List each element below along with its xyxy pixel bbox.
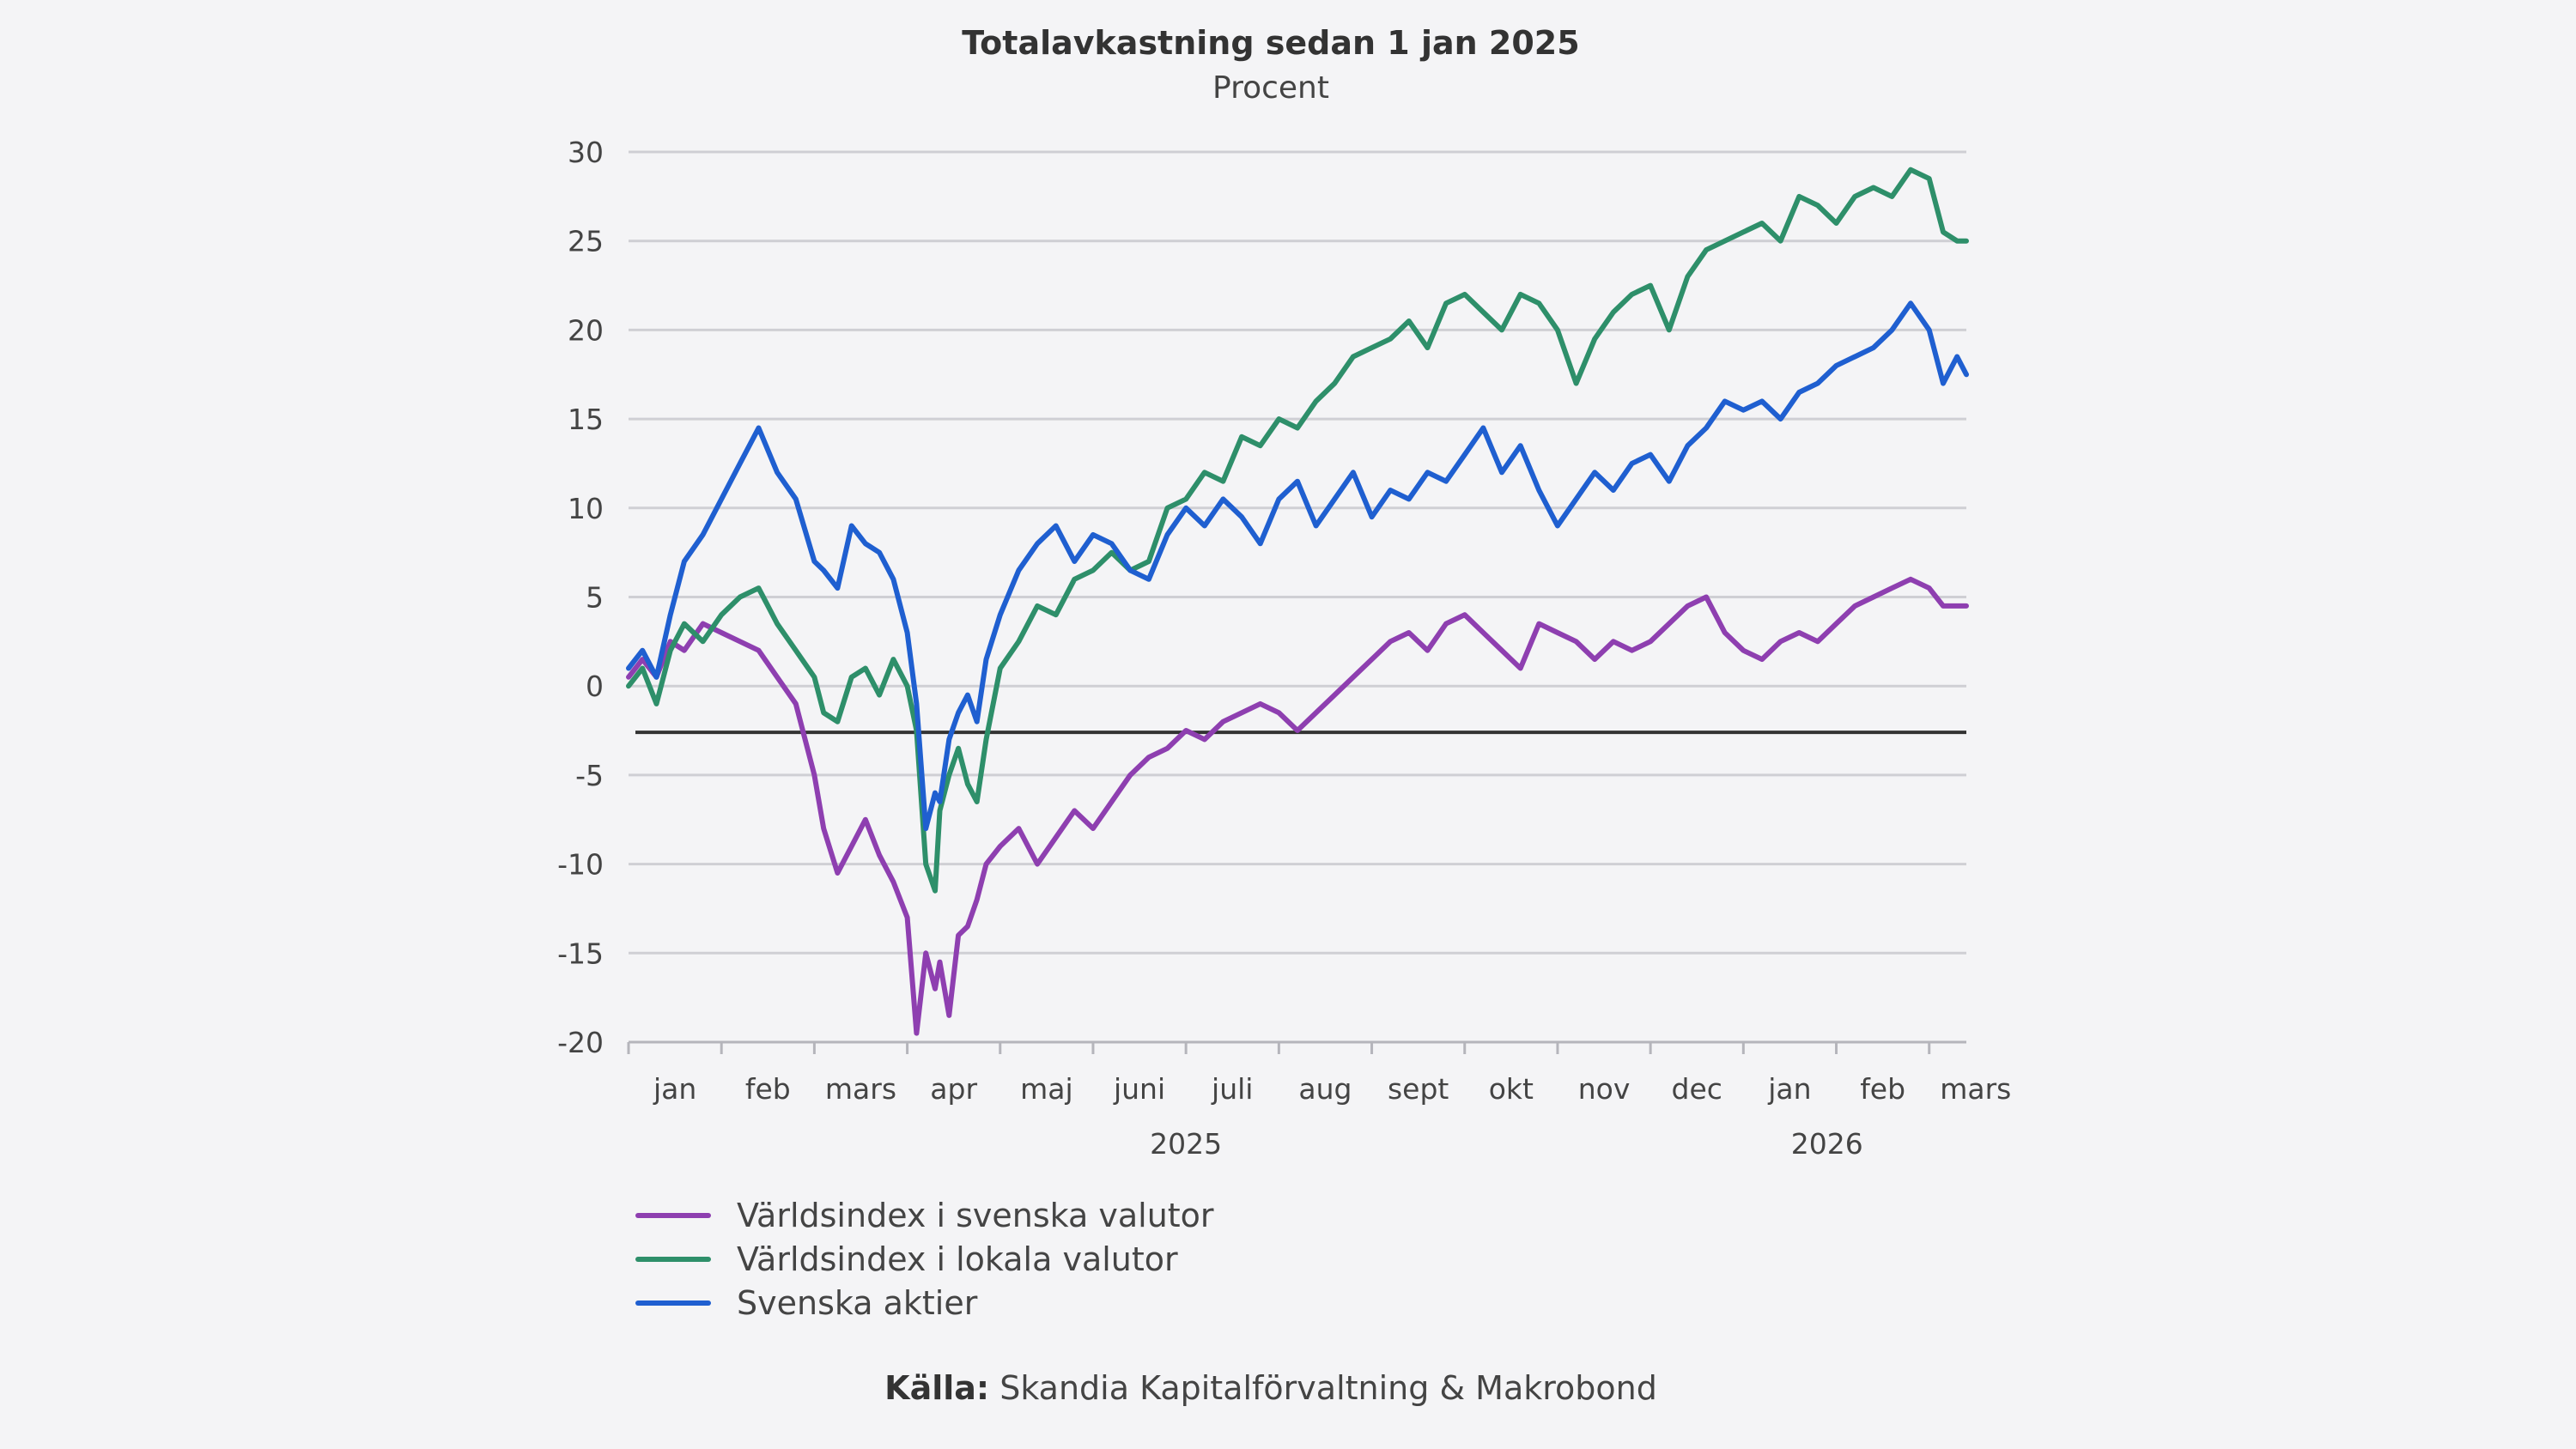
y-tick-label: 20 (568, 313, 604, 347)
year-label: 2026 (1791, 1127, 1863, 1161)
x-tick-label: feb (745, 1072, 791, 1106)
y-axis-ticks: 30 25 20 15 10 5 0 -5 -10 -15 -20 (557, 136, 604, 1059)
chart-title: Totalavkastning sedan 1 jan 2025 (962, 24, 1580, 62)
x-tick-label: feb (1860, 1072, 1905, 1106)
legend-item-purple: Världsindex i svenska valutor (635, 1193, 1214, 1237)
x-tick-label: nov (1578, 1072, 1631, 1106)
y-tick-label: 15 (568, 403, 604, 436)
x-tick-label: maj (1020, 1072, 1073, 1106)
x-axis-ticks: jan feb mars apr maj juni juli aug sept okt nov dec… (627, 1040, 2011, 1161)
y-tick-label: -10 (557, 848, 604, 882)
y-tick-label: 25 (568, 225, 604, 258)
x-tick-label: juni (1113, 1072, 1165, 1106)
series-line-2 (626, 300, 1969, 832)
y-tick-label: 10 (568, 492, 604, 525)
source-note: Källa: Skandia Kapitalförvaltning & Makr… (0, 1369, 2542, 1407)
year-label: 2025 (1150, 1127, 1222, 1161)
x-tick-label: mars (1940, 1072, 2011, 1106)
y-tick-label: 30 (568, 136, 604, 169)
y-tick-label: 0 (586, 670, 604, 703)
legend: Världsindex i svenska valutor Världsinde… (635, 1193, 1214, 1325)
y-tick-label: 5 (586, 581, 604, 615)
series-line-1 (626, 167, 1969, 894)
legend-swatch-blue (635, 1300, 711, 1306)
x-tick-label: jan (1767, 1072, 1811, 1106)
x-tick-label: jan (653, 1072, 696, 1106)
legend-swatch-purple (635, 1212, 711, 1218)
x-tick-label: mars (825, 1072, 896, 1106)
series-line-0 (626, 576, 1969, 1036)
source-label: Källa: (884, 1369, 990, 1407)
x-tick-label: okt (1489, 1072, 1534, 1106)
chart-subtitle: Procent (1212, 70, 1329, 106)
legend-item-green: Världsindex i lokala valutor (635, 1237, 1214, 1281)
series-lines (626, 167, 1969, 1036)
x-tick-label: apr (930, 1072, 977, 1106)
y-tick-label: -5 (575, 759, 604, 792)
legend-item-blue: Svenska aktier (635, 1281, 1214, 1325)
grid-lines (629, 150, 1966, 1044)
x-tick-label: aug (1298, 1072, 1352, 1106)
source-text: Skandia Kapitalförvaltning & Makrobond (999, 1369, 1657, 1407)
x-tick-label: sept (1388, 1072, 1449, 1106)
legend-label-purple: Världsindex i svenska valutor (737, 1196, 1214, 1234)
x-tick-label: dec (1672, 1072, 1722, 1106)
legend-label-blue: Svenska aktier (737, 1283, 978, 1322)
y-tick-label: -20 (557, 1026, 604, 1059)
y-tick-label: -15 (557, 937, 604, 970)
legend-label-green: Världsindex i lokala valutor (737, 1240, 1178, 1278)
x-tick-label: juli (1211, 1072, 1253, 1106)
legend-swatch-green (635, 1256, 711, 1262)
